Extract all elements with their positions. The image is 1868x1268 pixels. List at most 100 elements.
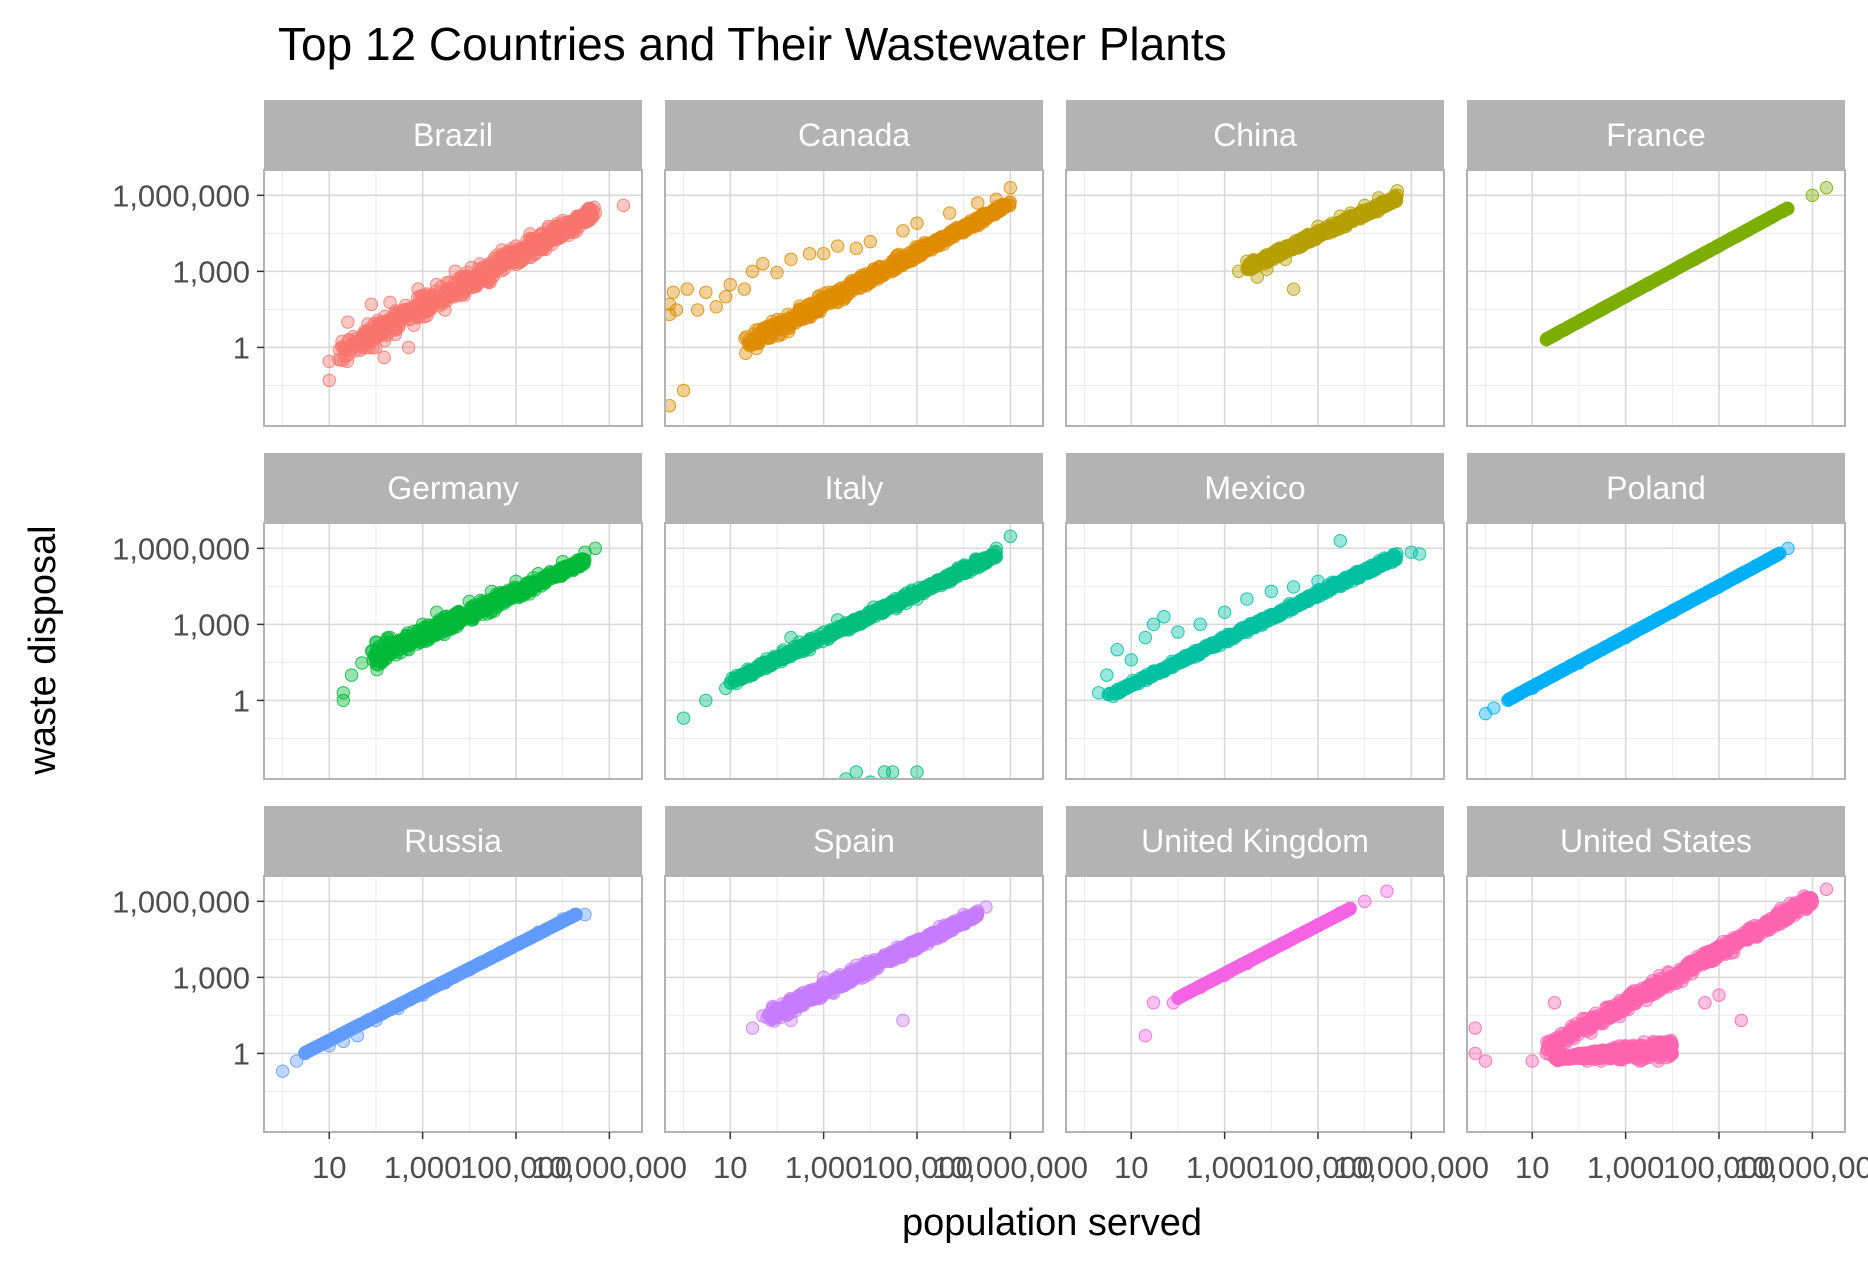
facet-panel: Mexico xyxy=(1065,453,1445,780)
facet-panel: Canada xyxy=(664,100,1044,427)
data-point xyxy=(369,340,383,355)
data-point xyxy=(1333,534,1347,548)
data-point xyxy=(1231,264,1246,279)
data-point xyxy=(859,271,873,285)
data-point xyxy=(747,327,761,341)
data-point xyxy=(588,206,603,220)
data-point xyxy=(910,765,924,779)
data-point xyxy=(771,318,785,332)
data-point xyxy=(336,340,351,355)
data-point xyxy=(830,613,845,627)
data-point xyxy=(1687,252,1702,266)
data-point xyxy=(801,304,816,318)
data-point xyxy=(484,584,499,599)
data-point xyxy=(1641,277,1655,292)
data-point xyxy=(438,303,452,317)
data-point xyxy=(588,541,603,556)
facet-strip xyxy=(665,100,1043,170)
data-point xyxy=(907,243,922,258)
data-point xyxy=(894,597,908,611)
data-point xyxy=(756,257,770,271)
data-point xyxy=(971,196,985,210)
data-point xyxy=(400,626,415,640)
data-point xyxy=(868,603,883,617)
data-point xyxy=(962,220,977,235)
data-point xyxy=(1124,653,1138,667)
data-point xyxy=(1311,219,1325,234)
data-point xyxy=(910,592,924,606)
data-point xyxy=(412,304,426,319)
data-point xyxy=(1110,643,1124,657)
data-point xyxy=(1100,668,1114,682)
data-point xyxy=(341,315,355,329)
data-point xyxy=(1311,574,1325,589)
data-point xyxy=(1357,198,1372,213)
data-point xyxy=(447,276,462,290)
facet-strip xyxy=(1066,100,1444,170)
data-point xyxy=(942,206,957,220)
data-point xyxy=(340,354,355,368)
data-point xyxy=(448,264,462,279)
data-point xyxy=(1003,529,1018,543)
data-point xyxy=(910,216,924,230)
data-point xyxy=(816,625,831,639)
data-point xyxy=(1003,181,1018,195)
points-group xyxy=(1231,184,1405,296)
data-point xyxy=(616,198,631,213)
data-point xyxy=(555,213,570,228)
data-point xyxy=(460,281,475,296)
data-point xyxy=(484,257,499,271)
data-point xyxy=(849,241,863,256)
data-point xyxy=(900,255,914,270)
points-group xyxy=(322,198,631,388)
data-point xyxy=(557,216,571,230)
data-point xyxy=(1287,601,1301,615)
data-point xyxy=(1819,181,1834,195)
data-point xyxy=(547,565,561,580)
data-point xyxy=(784,252,798,266)
facet-panel: France xyxy=(1466,100,1846,427)
data-point xyxy=(1304,589,1319,604)
facet-label: Canada xyxy=(798,117,910,153)
data-point xyxy=(750,334,765,348)
data-point xyxy=(816,246,831,261)
data-point xyxy=(424,299,439,313)
points-group xyxy=(665,181,1018,413)
data-point xyxy=(1250,618,1264,632)
data-point xyxy=(821,295,835,309)
data-point xyxy=(912,245,927,259)
data-point xyxy=(802,643,817,657)
data-point xyxy=(699,693,713,708)
data-point xyxy=(375,656,389,670)
data-point xyxy=(989,541,1004,556)
data-point xyxy=(391,305,405,319)
y-tick-label: 1,000 xyxy=(172,607,250,642)
data-point xyxy=(665,297,677,312)
data-point xyxy=(1805,188,1820,203)
data-point xyxy=(346,329,361,344)
data-point xyxy=(745,264,760,279)
facet-panel: Italy xyxy=(664,453,1044,780)
data-point xyxy=(1734,227,1748,241)
data-point xyxy=(1225,631,1239,645)
data-point xyxy=(557,227,571,242)
data-point xyxy=(442,288,457,303)
data-point xyxy=(429,277,444,292)
data-point xyxy=(932,574,946,589)
data-point xyxy=(1264,584,1279,599)
data-point xyxy=(723,277,737,292)
data-point xyxy=(1138,630,1153,645)
data-point xyxy=(808,300,823,314)
data-point xyxy=(872,260,887,275)
data-point xyxy=(676,383,691,398)
data-point xyxy=(383,295,397,310)
data-point xyxy=(1171,625,1185,639)
data-point xyxy=(1278,252,1293,266)
data-point xyxy=(923,239,937,253)
data-point xyxy=(509,574,523,589)
y-tick-label: 1,000 xyxy=(172,254,250,289)
y-tick-label: 1 xyxy=(233,683,250,718)
data-point xyxy=(1380,554,1394,569)
data-point xyxy=(322,373,336,388)
